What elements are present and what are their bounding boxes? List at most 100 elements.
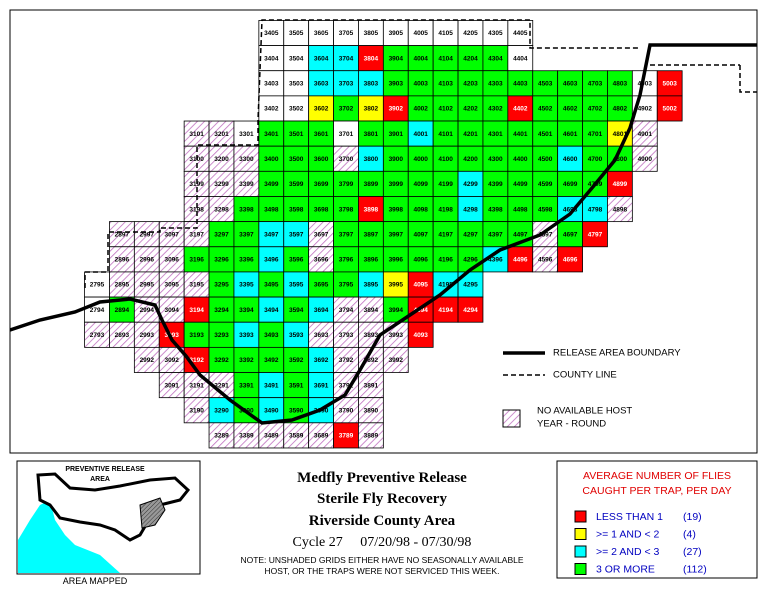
grid-cell — [582, 196, 608, 223]
cell-label: 4398 — [488, 206, 503, 213]
legend-label: 3 OR MORE — [596, 563, 655, 575]
legend-label: LESS THAN 1 — [596, 511, 663, 523]
cell-label: 3604 — [314, 55, 329, 62]
cell-label: 2894 — [115, 307, 130, 314]
grid-cell — [133, 221, 160, 248]
cell-label: 3198 — [189, 206, 204, 213]
grid-cell — [208, 120, 235, 147]
cell-label: 3805 — [364, 30, 379, 37]
legend-count: (27) — [683, 546, 702, 558]
cell-label: 3094 — [164, 307, 179, 314]
cell-label: 3794 — [339, 307, 354, 314]
cell-label: 4000 — [413, 156, 428, 163]
cell-label: 4305 — [488, 30, 503, 37]
cell-label: 3994 — [389, 307, 404, 314]
grid-cell — [208, 296, 235, 323]
cell-label: 3999 — [389, 181, 404, 188]
cell-label: 4396 — [488, 257, 503, 264]
cell-label: 4697 — [563, 231, 578, 238]
legend-boundary-label: RELEASE AREA BOUNDARY — [553, 348, 681, 359]
grid-cell — [283, 321, 310, 348]
cell-label: 4503 — [538, 81, 553, 88]
cell-label: 4600 — [563, 156, 578, 163]
title: Medfly Preventive Release — [297, 470, 467, 486]
cell-label: 4700 — [588, 156, 603, 163]
cell-label: 3693 — [314, 332, 329, 339]
cell-label: 4297 — [463, 231, 478, 238]
cell-label: 3705 — [339, 30, 354, 37]
legend-no-host: YEAR - ROUND — [537, 419, 606, 430]
grid-cell — [382, 346, 409, 373]
grid-cell — [382, 20, 409, 46]
cell-label: 4802 — [613, 106, 628, 113]
cell-label-bg — [336, 430, 356, 440]
cell-label: 3091 — [164, 382, 179, 389]
title: Sterile Fly Recovery — [317, 491, 447, 507]
grid-cell — [258, 20, 285, 46]
grid-cell — [482, 120, 509, 147]
cell-label: 3192 — [189, 357, 204, 364]
cell-label: 4898 — [613, 206, 628, 213]
cell-label: 4598 — [538, 206, 553, 213]
cell-label: 4596 — [538, 257, 553, 264]
cell-label: 4798 — [588, 206, 603, 213]
cell-label: 3497 — [264, 231, 279, 238]
grid-cell — [208, 422, 235, 449]
cell-label: 3290 — [214, 407, 229, 414]
grid-cell — [183, 120, 210, 147]
cell-label: 3894 — [364, 307, 379, 314]
cell-label-bg — [410, 330, 431, 340]
cell-label: 4303 — [488, 81, 503, 88]
grid-cell — [283, 45, 310, 72]
cell-label-bg — [510, 103, 531, 113]
grid-cell — [308, 120, 334, 147]
cell-label: 4103 — [438, 81, 453, 88]
cell-label: 3190 — [189, 407, 204, 414]
grid-cell — [208, 221, 235, 248]
cell-label: 3597 — [289, 231, 304, 238]
cell-label: 3501 — [289, 131, 304, 138]
cell-label: 4405 — [513, 30, 528, 37]
cell-label: 3101 — [189, 131, 204, 138]
grid-cell — [233, 271, 260, 298]
cell-label: 4296 — [463, 257, 478, 264]
cell-label: 2997 — [140, 231, 155, 238]
cell-label: 3793 — [339, 332, 354, 339]
grid-cell — [607, 196, 633, 223]
cell-label: 3197 — [189, 231, 204, 238]
cell-label: 4298 — [463, 206, 478, 213]
cell-label: 3498 — [264, 206, 279, 213]
cell-label: 2993 — [140, 332, 155, 339]
cell-label: 3792 — [339, 357, 354, 364]
cell-label: 4696 — [563, 257, 578, 264]
cell-label: 4201 — [463, 131, 478, 138]
grid-cell — [532, 145, 559, 172]
grid-cell — [432, 246, 459, 273]
cell-label: 4597 — [538, 231, 553, 238]
cell-label: 3495 — [264, 282, 279, 289]
cell-label: 4899 — [613, 181, 628, 188]
grid-cell — [308, 422, 334, 449]
cell-label: 3402 — [264, 106, 279, 113]
cell-label: 4699 — [563, 181, 578, 188]
grid-cell — [233, 296, 260, 323]
cell-label: 3502 — [289, 106, 304, 113]
trap-legend-heading: AVERAGE NUMBER OF FLIES — [583, 470, 731, 482]
cell-label: 3900 — [389, 156, 404, 163]
grid-cell — [407, 170, 434, 197]
cell-label: 4001 — [413, 131, 428, 138]
inset-title: PREVENTIVE RELEASE — [65, 466, 145, 473]
cell-label: 3297 — [214, 231, 229, 238]
cell-label: 4301 — [488, 131, 503, 138]
cell-label: 4197 — [438, 231, 453, 238]
grid-cell — [308, 95, 334, 122]
cell-label: 4198 — [438, 206, 453, 213]
cell-label: 3294 — [214, 307, 229, 314]
cell-label: 3889 — [364, 433, 379, 440]
cell-label-bg — [659, 103, 680, 113]
cell-label: 3903 — [389, 81, 404, 88]
title: Riverside County Area — [309, 513, 456, 529]
cell-label: 3593 — [289, 332, 304, 339]
cell-label: 2994 — [140, 307, 155, 314]
